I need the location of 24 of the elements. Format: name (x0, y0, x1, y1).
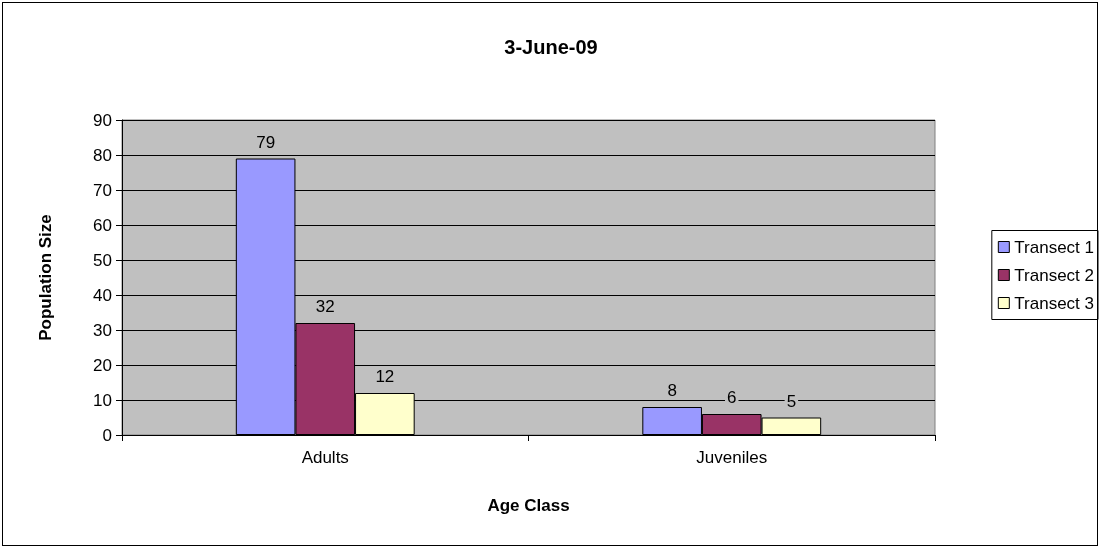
x-tick-label: Juveniles (696, 448, 768, 467)
y-tick-label: 40 (93, 285, 112, 305)
legend-label: Transect 3 (1014, 293, 1095, 313)
data-label: 6 (727, 388, 737, 407)
y-tick-label: 0 (102, 425, 112, 445)
data-label: 32 (315, 297, 335, 316)
y-tick-label: 50 (93, 250, 112, 270)
data-label: 8 (667, 381, 677, 400)
y-axis-title: Population Size (36, 214, 55, 341)
x-tick-label: Adults (301, 448, 349, 467)
chart-title: 3-June-09 (504, 36, 598, 58)
legend-label: Transect 1 (1014, 237, 1095, 257)
legend-label: Transect 2 (1014, 265, 1095, 285)
y-tick-label: 10 (93, 390, 112, 410)
y-tick-label: 70 (93, 180, 112, 200)
data-label: 12 (375, 367, 395, 386)
y-tick-label: 20 (93, 355, 112, 375)
y-tick-label: 60 (93, 215, 112, 235)
x-axis-title: Age Class (487, 496, 570, 515)
y-tick-label: 30 (93, 320, 112, 340)
data-label: 79 (256, 132, 276, 152)
data-label: 5 (786, 391, 797, 411)
y-tick-label: 90 (93, 110, 112, 130)
y-tick-label: 80 (93, 145, 112, 165)
